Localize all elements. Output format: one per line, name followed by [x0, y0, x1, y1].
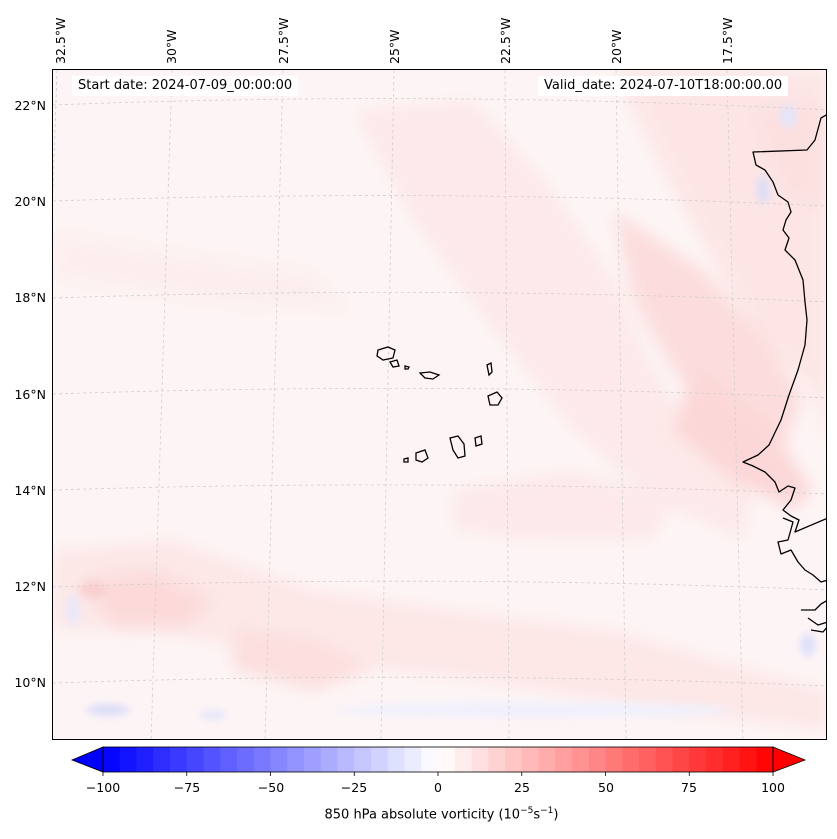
colorbar-cell — [454, 747, 473, 772]
lat-label-18n: 18°N — [14, 290, 46, 305]
island-fogo — [415, 449, 429, 463]
coastline — [742, 114, 826, 633]
island-sao-nicolau — [418, 371, 441, 380]
colorbar-cell — [354, 747, 372, 772]
colorbar-cell — [220, 747, 238, 772]
island-maio — [474, 435, 483, 447]
island-santa-luzia — [404, 365, 410, 370]
valid-date-label: Valid_date: 2024-07-10T18:00:00.00 — [538, 76, 789, 96]
colorbar-tick-label: 50 — [598, 780, 614, 795]
lon-label-27-5w: 27.5°W — [276, 17, 291, 64]
lat-label-14n: 14°N — [14, 483, 46, 498]
colorbar-cell — [505, 747, 523, 772]
island-brava — [403, 457, 409, 463]
lat-label-12n: 12°N — [14, 579, 46, 594]
colorbar-cell — [722, 747, 741, 772]
island-santiago — [449, 435, 466, 459]
colorbar-cell — [387, 747, 406, 772]
colorbar-tick-label: −25 — [340, 780, 368, 795]
vorticity-field — [53, 70, 826, 739]
colorbar-label: 850 hPa absolute vorticity (10−5s−1) — [324, 806, 559, 823]
colorbar-cell — [672, 747, 690, 772]
colorbar-cell — [538, 747, 556, 772]
graticule — [53, 70, 826, 739]
colorbar-cell — [521, 747, 540, 772]
lon-label-30w: 30°W — [164, 29, 179, 64]
colorbar-tick-label: 0 — [434, 780, 442, 795]
colorbar-cell — [605, 747, 623, 772]
colorbar-cell — [153, 747, 171, 772]
island-sao-vicente — [389, 359, 400, 368]
lat-label-20n: 20°N — [14, 194, 46, 209]
lat-label-22n: 22°N — [14, 98, 46, 113]
colorbar-cell — [103, 747, 121, 772]
lon-label-25w: 25°W — [387, 29, 402, 64]
colorbar-cell — [756, 747, 774, 772]
island-boa-vista — [487, 391, 503, 406]
colorbar-extend-min — [70, 746, 104, 773]
colorbar-cell — [739, 747, 757, 772]
colorbar-cell — [421, 747, 439, 772]
colorbar-cell — [438, 747, 456, 772]
colorbar-cell — [488, 747, 506, 772]
colorbar-cells — [103, 747, 774, 772]
colorbar-ticks — [102, 772, 774, 776]
lon-label-20w: 20°W — [609, 29, 624, 64]
colorbar-cell — [136, 747, 154, 772]
colorbar-cell — [320, 747, 339, 772]
colorbar-cell — [706, 747, 724, 772]
colorbar-cell — [555, 747, 573, 772]
colorbar-cell — [404, 747, 422, 772]
start-date-label: Start date: 2024-07-09_00:00:00 — [72, 76, 299, 96]
colorbar-cell — [689, 747, 707, 772]
map-panel — [52, 69, 827, 740]
colorbar-cell — [253, 747, 272, 772]
island-santo-antao — [376, 346, 396, 361]
colorbar-cell — [639, 747, 657, 772]
colorbar-tick-label: 25 — [514, 780, 530, 795]
lat-label-10n: 10°N — [14, 675, 46, 690]
vorticity-map — [53, 70, 826, 739]
colorbar-tick-label: −100 — [85, 780, 121, 795]
colorbar-cell — [237, 747, 255, 772]
colorbar — [70, 746, 807, 776]
colorbar-cell — [588, 747, 607, 772]
cape-verde-islands — [376, 346, 503, 463]
colorbar-cell — [622, 747, 640, 772]
colorbar-cell — [119, 747, 138, 772]
colorbar-cell — [287, 747, 305, 772]
colorbar-extend-max — [772, 746, 807, 773]
lon-label-22-5w: 22.5°W — [498, 17, 513, 64]
colorbar-cell — [337, 747, 355, 772]
colorbar-tick-label: −50 — [257, 780, 285, 795]
colorbar-tick-label: 75 — [681, 780, 697, 795]
colorbar-cell — [471, 747, 489, 772]
lat-label-16n: 16°N — [14, 387, 46, 402]
colorbar-cell — [655, 747, 674, 772]
colorbar-cell — [304, 747, 322, 772]
lon-label-17-5w: 17.5°W — [720, 17, 735, 64]
colorbar-cell — [170, 747, 188, 772]
lon-label-32-5w: 32.5°W — [53, 17, 68, 64]
colorbar-tick-label: −75 — [173, 780, 201, 795]
colorbar-cell — [270, 747, 288, 772]
colorbar-tick-label: 100 — [761, 780, 785, 795]
island-sal — [486, 362, 493, 377]
colorbar-cell — [572, 747, 590, 772]
colorbar-cell — [203, 747, 221, 772]
colorbar-cell — [371, 747, 389, 772]
colorbar-cell — [186, 747, 205, 772]
